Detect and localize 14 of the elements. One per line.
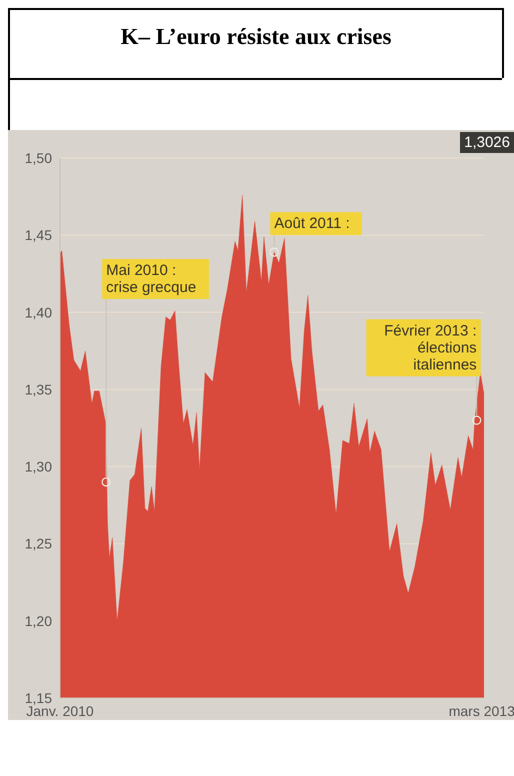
y-tick-label: 1,20 <box>24 612 52 629</box>
y-tick-label: 1,25 <box>24 536 52 552</box>
y-tick-label: 1,15 <box>24 690 52 706</box>
annotation: Août 2011 : <box>274 215 350 232</box>
annotation: Mai 2010 : crise grecque <box>106 262 196 296</box>
y-tick-label: 1,40 <box>24 304 52 320</box>
y-tick-label: 1,30 <box>24 458 52 475</box>
y-tick-label: 1,45 <box>24 227 52 244</box>
y-tick-label: 1,35 <box>24 381 52 398</box>
annotation: Février 2013 : élections italiennes <box>384 322 477 374</box>
chart-title: K– L’euro résiste aux crises <box>120 24 392 50</box>
y-tick-label: 1,50 <box>24 150 52 166</box>
x-tick-label: mars 2013 <box>448 702 514 719</box>
text: 1,3026 <box>460 132 514 153</box>
